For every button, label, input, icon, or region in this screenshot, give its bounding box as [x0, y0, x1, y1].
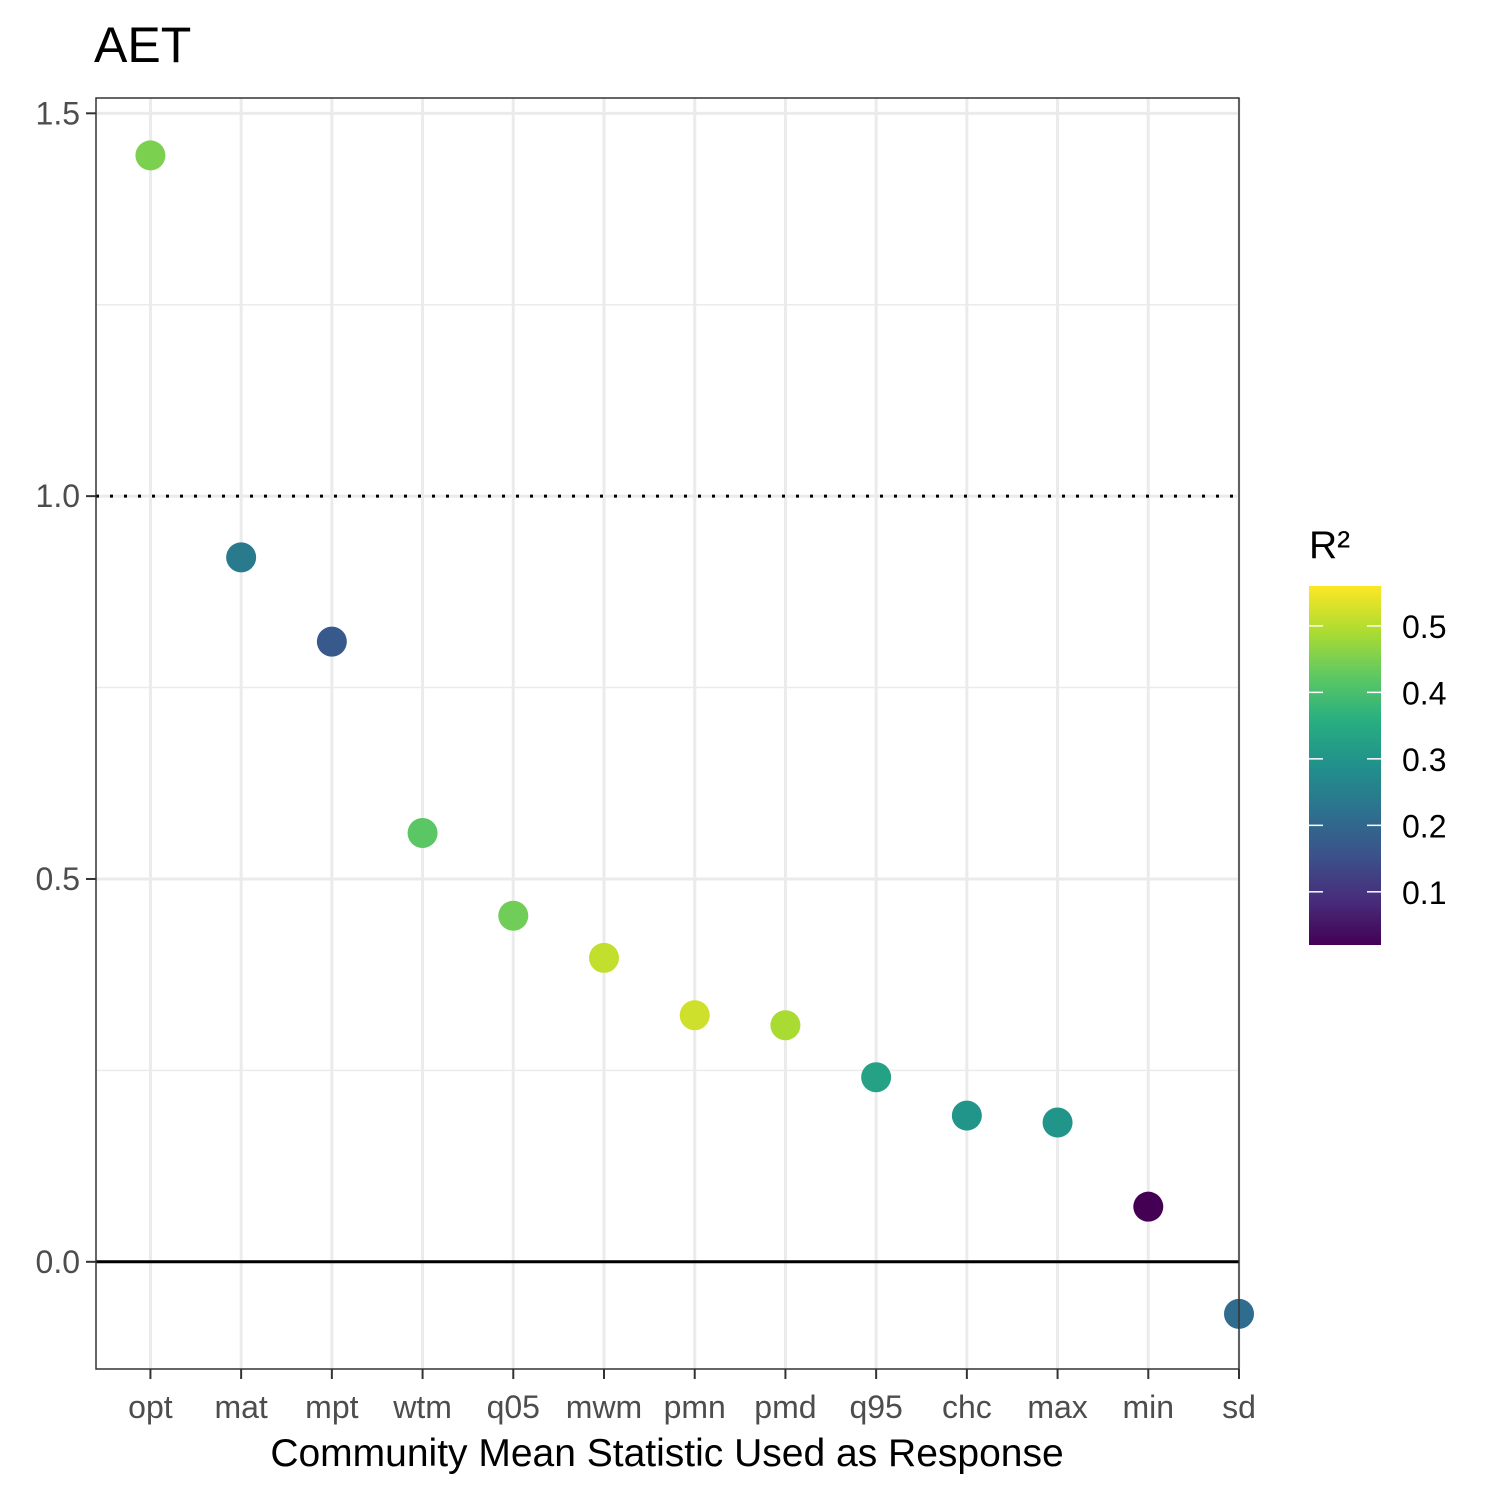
data-point-q95 — [861, 1062, 892, 1093]
x-tick-label: chc — [942, 1389, 992, 1425]
x-tick-label: sd — [1222, 1389, 1256, 1425]
y-tick-label: 0.0 — [36, 1244, 80, 1280]
legend-title: R² — [1309, 524, 1350, 567]
data-point-mpt — [316, 626, 347, 657]
x-tick-label: min — [1123, 1389, 1175, 1425]
data-point-q05 — [498, 900, 529, 931]
data-point-pmd — [770, 1010, 801, 1041]
legend-tick-label: 0.4 — [1402, 675, 1446, 711]
y-tick-label: 0.5 — [36, 861, 80, 897]
legend-colorbar — [1309, 586, 1381, 945]
legend-tick-label: 0.3 — [1402, 742, 1446, 778]
plot-background — [96, 98, 1239, 1369]
x-tick-label: mpt — [305, 1389, 358, 1425]
x-tick-label: mwm — [566, 1389, 642, 1425]
x-tick-label: mat — [214, 1389, 267, 1425]
x-tick-label: pmd — [754, 1389, 816, 1425]
y-tick-label: 1.5 — [36, 95, 80, 131]
grid-minor — [96, 303, 1239, 1072]
data-point-max — [1042, 1107, 1073, 1138]
legend: R² 0.1 0.2 0.3 0.4 0.5 — [1309, 524, 1446, 945]
x-tick-label: q05 — [487, 1389, 540, 1425]
chart-title: AET — [94, 17, 191, 73]
y-axis: 0.0 0.5 1.0 1.5 — [36, 95, 96, 1280]
legend-tick-label: 0.1 — [1402, 875, 1446, 911]
legend-ticks: 0.1 0.2 0.3 0.4 0.5 — [1309, 609, 1446, 911]
data-point-wtm — [407, 818, 438, 849]
data-point-pmn — [679, 1000, 710, 1031]
x-tick-label: q95 — [849, 1389, 902, 1425]
x-tick-label: wtm — [392, 1389, 452, 1425]
plot-border — [95, 97, 1240, 1370]
data-point-min — [1133, 1191, 1164, 1222]
x-axis-title: Community Mean Statistic Used as Respons… — [270, 1432, 1063, 1475]
legend-tick-label: 0.2 — [1402, 808, 1446, 844]
data-points — [135, 140, 1254, 1329]
legend-tick-label: 0.5 — [1402, 609, 1446, 645]
data-point-chc — [951, 1100, 982, 1131]
x-axis: opt mat mpt wtm q05 mwm pmn pmd q95 chc max min sd — [128, 1369, 1256, 1425]
x-tick-label: pmn — [664, 1389, 726, 1425]
data-point-mat — [226, 542, 257, 573]
data-point-mwm — [589, 942, 619, 973]
reference-lines — [96, 494, 1239, 1264]
x-tick-label: opt — [128, 1389, 173, 1425]
y-tick-label: 1.0 — [36, 478, 80, 514]
grid-major — [96, 98, 1241, 1369]
data-point-opt — [135, 140, 166, 171]
x-tick-label: max — [1027, 1389, 1087, 1425]
